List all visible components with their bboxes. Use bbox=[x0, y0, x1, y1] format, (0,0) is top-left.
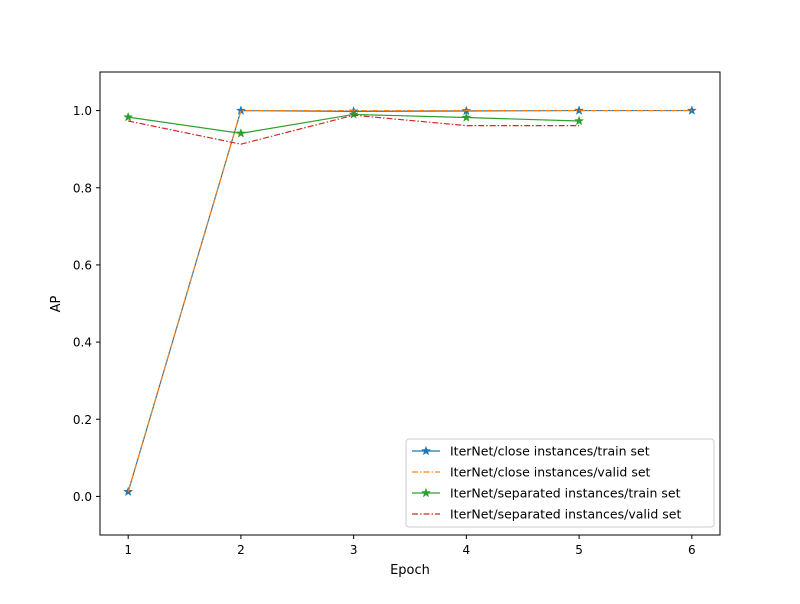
legend-marker-sample bbox=[420, 445, 432, 456]
legend-entry: IterNet/close instances/valid set bbox=[412, 465, 651, 480]
legend-entry: IterNet/close instances/train set bbox=[412, 444, 650, 459]
data-point bbox=[461, 112, 472, 122]
y-tick-label: 0.4 bbox=[73, 336, 92, 350]
y-axis-label: AP bbox=[49, 295, 64, 312]
plot-frame bbox=[99, 71, 721, 536]
series-group bbox=[123, 109, 585, 138]
legend-box bbox=[405, 438, 715, 528]
data-point bbox=[573, 115, 585, 126]
y-tick-label: 1.0 bbox=[73, 104, 92, 118]
legend-label: IterNet/close instances/train set bbox=[450, 444, 650, 459]
legend-label: IterNet/separated instances/train set bbox=[450, 486, 681, 501]
data-point bbox=[235, 127, 247, 138]
series-line bbox=[127, 109, 692, 492]
series-group bbox=[128, 114, 580, 145]
legend-entry: IterNet/separated instances/train set bbox=[412, 486, 681, 501]
legend-label: IterNet/close instances/valid set bbox=[450, 465, 651, 480]
x-tick-label: 4 bbox=[463, 543, 471, 557]
data-point bbox=[123, 111, 134, 122]
legend-label: IterNet/separated instances/valid set bbox=[450, 507, 681, 522]
y-axis: 0.0 0.2 0.4 0.6 0.8 1.0 bbox=[73, 104, 100, 504]
y-tick-label: 0.6 bbox=[73, 258, 92, 272]
legend-entry: IterNet/separated instances/valid set bbox=[412, 507, 681, 522]
legend-entries: IterNet/close instances/train set IterNet… bbox=[412, 444, 681, 522]
legend-marker-sample bbox=[420, 487, 432, 498]
data-point bbox=[348, 109, 359, 119]
series-line bbox=[128, 114, 580, 145]
y-tick-label: 0.8 bbox=[73, 181, 92, 195]
x-tick-label: 6 bbox=[688, 543, 696, 557]
legend: IterNet/close instances/train set IterNet… bbox=[405, 438, 715, 528]
data-point bbox=[573, 105, 585, 115]
x-tick-label: 3 bbox=[350, 543, 358, 557]
y-tick-label: 0.0 bbox=[73, 490, 92, 504]
series-group bbox=[127, 109, 692, 492]
x-axis: 1 2 3 4 5 6 bbox=[124, 535, 696, 557]
series-layer bbox=[123, 105, 697, 497]
y-tick-label: 0.2 bbox=[73, 413, 92, 427]
x-tick-label: 1 bbox=[124, 543, 132, 557]
x-tick-label: 5 bbox=[575, 543, 583, 557]
x-axis-label: Epoch bbox=[390, 563, 430, 578]
x-tick-label: 2 bbox=[237, 543, 245, 557]
